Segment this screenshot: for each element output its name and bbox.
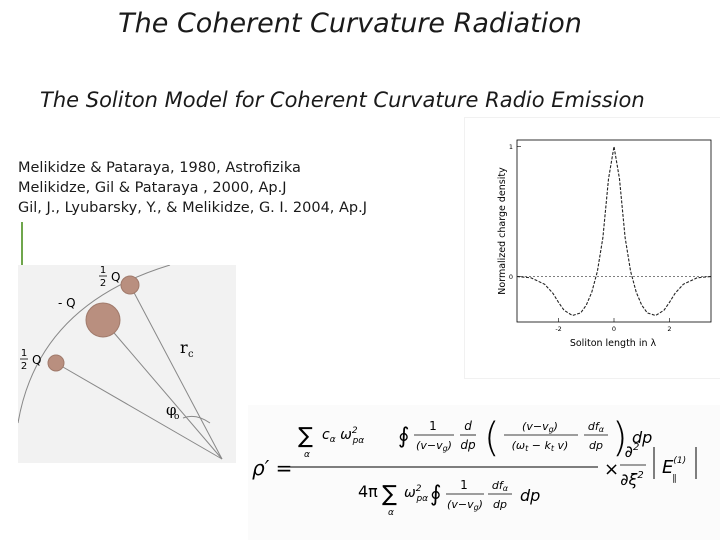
curvature-arc — [17, 264, 171, 424]
dp-term: dp — [520, 486, 540, 505]
angle-label: φ — [166, 401, 177, 419]
y-tick-label: 0 — [509, 273, 513, 281]
y-tick-label: 1 — [509, 143, 513, 151]
contour-integral: ∮ — [430, 482, 441, 507]
reference-item: Gil, J., Lyubarsky, Y., & Melikidze, G. … — [18, 200, 368, 216]
angle-arc — [182, 415, 211, 424]
series-line — [516, 146, 712, 317]
contour-integral: ∮ — [398, 424, 409, 449]
charge-density-chart: -2 0 2 1 0 Soliton length in λ Normalized ch… — [465, 118, 720, 378]
slide-subtitle: The Soliton Model for Coherent Curvature… — [40, 88, 645, 112]
frac-den: (v−vg) — [416, 439, 452, 453]
frac-den: (v−vg) — [447, 498, 483, 512]
angle-subscript: o — [174, 412, 179, 422]
charge-geometry-svg: 1 2 Q - Q 1 2 Q r c φ o — [17, 264, 223, 460]
dfa-den: dp — [589, 439, 603, 452]
four-pi: 4π — [358, 482, 378, 501]
dfa-num: dfα — [492, 479, 509, 493]
formula-lhs: ρ′ = — [252, 456, 292, 480]
slide-title: The Coherent Curvature Radiation — [118, 8, 582, 39]
formula-expression: ρ′ = ∑ α cα ω2 pα ∮ 1 (v−vg) d dp ( (v−vg… — [252, 415, 697, 518]
dp-term: dp — [632, 428, 652, 447]
radius-line-center — [102, 319, 223, 460]
y-axis-label: Normalized charge density — [497, 167, 508, 295]
denominator-omega: ω2 pα — [404, 484, 428, 504]
x-tick-label: -2 — [555, 325, 561, 333]
partial-num: ∂2 — [625, 442, 640, 461]
sum-symbol: ∑ — [382, 482, 397, 507]
half-denominator: 2 — [21, 361, 27, 372]
sum-index: α — [304, 450, 310, 460]
reference-item: Melikidze & Pataraya, 1980, Astrofizika — [18, 160, 301, 176]
radius-subscript: c — [188, 349, 194, 360]
paren-right: ) — [612, 415, 628, 461]
dfa-num: dfα — [588, 420, 605, 434]
charge-left-label: Q — [32, 353, 41, 367]
field-E: E(1) ∥ — [662, 456, 686, 484]
reference-item: Melikidze, Gil & Pataraya , 2000, Ap.J — [18, 180, 287, 196]
references-list: Melikidze & Pataraya, 1980, Astrofizika … — [18, 158, 367, 218]
charge-left-circle — [47, 354, 65, 372]
charge-density-svg: -2 0 2 1 0 Soliton length in λ Normalized ch… — [497, 139, 712, 349]
charge-top-label: Q — [111, 270, 120, 284]
x-tick-label: 0 — [612, 325, 616, 333]
paren-left: ( — [484, 415, 500, 461]
x-axis-label: Soliton length in λ — [570, 338, 657, 349]
inner-num: (v−vg) — [522, 420, 558, 434]
frac-one: 1 — [460, 478, 468, 492]
plot-frame — [516, 139, 712, 323]
formula-figure: ρ′ = ∑ α cα ω2 pα ∮ 1 (v−vg) d dp ( (v−vg… — [248, 405, 720, 540]
half-numerator: 1 — [100, 265, 106, 276]
formula-svg: ρ′ = ∑ α cα ω2 pα ∮ 1 (v−vg) d dp ( (v−vg… — [252, 415, 697, 518]
partial-den: ∂ξ2 — [620, 470, 644, 489]
sum-symbol: ∑ — [298, 424, 313, 449]
half-denominator: 2 — [100, 278, 106, 289]
numerator-coeff: cα ω2 pα — [322, 426, 364, 446]
sum-index: α — [388, 508, 394, 518]
x-tick-label: 2 — [667, 325, 671, 333]
deriv-d: d — [464, 419, 472, 433]
inner-den: (ωt − kt v) — [512, 439, 569, 453]
dfa-den: dp — [493, 498, 507, 511]
accent-divider — [21, 222, 23, 266]
half-numerator: 1 — [21, 348, 27, 359]
times-sign: × — [604, 459, 619, 480]
charge-geometry-figure: 1 2 Q - Q 1 2 Q r c φ o — [17, 264, 236, 463]
radius-line-left — [55, 362, 223, 460]
frac-one: 1 — [429, 419, 437, 433]
charge-center-circle — [85, 302, 121, 338]
radius-line-top — [129, 284, 223, 460]
charge-top-circle — [120, 275, 140, 295]
charge-center-label: - Q — [58, 296, 76, 310]
radius-label: r — [180, 338, 188, 357]
deriv-dp: dp — [460, 438, 476, 452]
